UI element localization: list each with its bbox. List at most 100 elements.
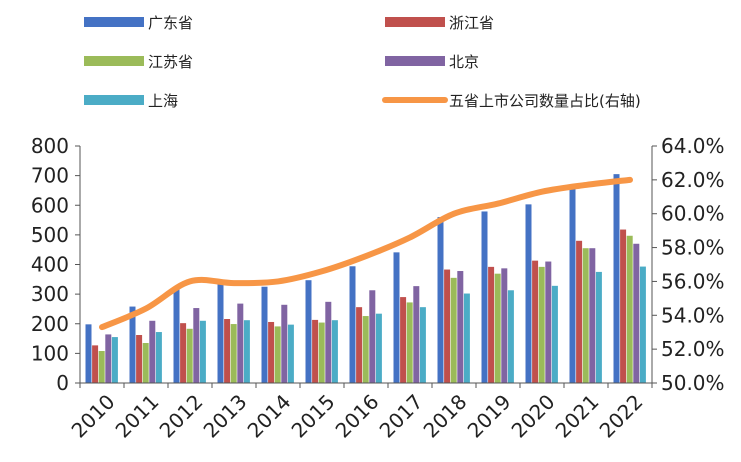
left-tick-label: 500 xyxy=(31,223,69,247)
bar xyxy=(375,313,382,383)
x-tick-label: 2017 xyxy=(375,390,428,443)
bar xyxy=(305,280,312,383)
bar xyxy=(268,321,275,383)
left-tick-label: 200 xyxy=(31,312,69,336)
line-point xyxy=(189,280,191,282)
line-point xyxy=(101,326,103,328)
bar xyxy=(626,235,633,383)
bar xyxy=(507,290,514,383)
bar xyxy=(224,319,231,383)
bar xyxy=(243,320,250,383)
left-tick-label: 300 xyxy=(31,282,69,306)
bar xyxy=(312,319,319,383)
line-point xyxy=(277,280,279,282)
bar xyxy=(318,322,325,383)
bar xyxy=(437,217,444,383)
legend-swatch xyxy=(84,56,144,66)
bar xyxy=(356,307,363,383)
legend-label: 北京 xyxy=(449,53,479,71)
left-tick-label: 100 xyxy=(31,341,69,365)
bar xyxy=(136,335,143,383)
line-series xyxy=(99,176,633,331)
bar xyxy=(450,277,457,383)
bar xyxy=(545,261,552,383)
line-point xyxy=(541,191,543,193)
bar xyxy=(551,285,558,383)
x-tick-label: 2012 xyxy=(155,390,208,443)
legend-label: 广东省 xyxy=(148,14,193,32)
bar xyxy=(393,252,400,383)
x-tick-label: 2019 xyxy=(463,390,516,443)
bar xyxy=(331,320,338,383)
bar xyxy=(639,266,646,383)
bar xyxy=(463,293,470,383)
left-tick-label: 700 xyxy=(31,164,69,188)
right-tick-label: 52.0% xyxy=(661,337,725,361)
bar xyxy=(287,324,294,383)
bar xyxy=(199,320,206,383)
bar xyxy=(105,334,112,383)
x-tick-label: 2020 xyxy=(507,390,560,443)
left-tick-label: 600 xyxy=(31,193,69,217)
bar xyxy=(400,297,407,383)
bar xyxy=(193,308,200,383)
legend-swatch xyxy=(385,17,445,27)
bar xyxy=(525,204,532,383)
line-point xyxy=(497,203,499,205)
right-tick-label: 62.0% xyxy=(661,168,725,192)
left-axis: 0 100 200 300 400 500 600 700 800 xyxy=(31,134,81,395)
bar xyxy=(613,174,620,383)
bar xyxy=(595,271,602,383)
legend-swatch xyxy=(84,95,144,105)
right-tick-label: 50.0% xyxy=(661,371,725,395)
bar xyxy=(92,345,99,383)
legend-swatch xyxy=(385,56,445,66)
bar xyxy=(237,303,244,383)
x-tick-label: 2013 xyxy=(199,390,252,443)
line-point xyxy=(409,236,411,238)
x-tick-label: 2022 xyxy=(595,390,648,443)
bar xyxy=(349,266,356,383)
bar xyxy=(85,324,92,383)
right-tick-label: 56.0% xyxy=(661,269,725,293)
right-tick-label: 54.0% xyxy=(661,303,725,327)
right-tick-label: 60.0% xyxy=(661,202,725,226)
legend-label: 上海 xyxy=(148,92,178,110)
x-tick-label: 2010 xyxy=(67,390,120,443)
left-tick-label: 0 xyxy=(56,371,69,395)
bar xyxy=(494,273,501,383)
right-axis: 50.0% 52.0% 54.0% 56.0% 58.0% 60.0% 62.0% 64.0% xyxy=(651,134,725,395)
bar xyxy=(538,266,545,383)
bar xyxy=(180,323,187,383)
x-tick-label: 2011 xyxy=(111,390,164,443)
legend-label: 五省上市公司数量占比(右轴) xyxy=(449,92,641,110)
bar xyxy=(532,260,539,383)
bar xyxy=(576,240,583,383)
bar xyxy=(488,266,495,383)
left-tick-label: 800 xyxy=(31,134,69,158)
bar xyxy=(633,243,640,383)
bar xyxy=(281,304,288,383)
x-tick-label: 2021 xyxy=(551,390,604,443)
x-tick-label: 2015 xyxy=(287,390,340,443)
bar xyxy=(481,211,488,383)
bar xyxy=(173,289,180,383)
bar xyxy=(457,271,464,383)
line-point xyxy=(585,184,587,186)
bar xyxy=(111,337,118,383)
bar xyxy=(142,343,149,383)
bar xyxy=(501,268,508,383)
line-point xyxy=(321,270,323,272)
bar xyxy=(413,286,420,383)
x-axis: 2010201120122013201420152016201720182019… xyxy=(67,382,653,443)
bar xyxy=(362,316,369,383)
bars xyxy=(85,174,646,383)
bar xyxy=(274,326,281,383)
bar xyxy=(444,269,451,383)
bar xyxy=(620,229,627,383)
bar xyxy=(129,306,136,383)
bar xyxy=(406,302,413,383)
bar xyxy=(149,320,156,383)
